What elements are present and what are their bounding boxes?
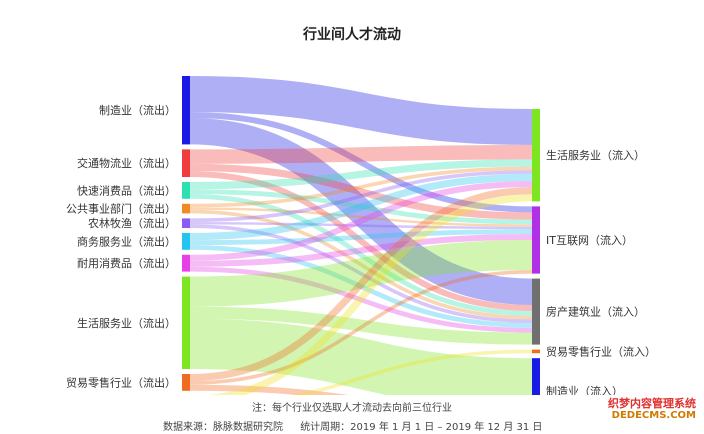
- watermark-line-1: 织梦内容管理系统: [608, 397, 696, 410]
- flow-agri-to-it: [189, 222, 533, 230]
- source-node-trans: [182, 149, 190, 177]
- flow-trans-to-estate: [189, 171, 533, 311]
- source-node-life: [182, 276, 190, 369]
- flow-agri-to-estate: [189, 224, 533, 323]
- flow-fmcg-to-it: [189, 189, 533, 225]
- source-label-trans: 交通物流业（流出）: [77, 156, 176, 170]
- source-node-biz: [182, 233, 190, 250]
- sankey-links: [189, 76, 533, 395]
- flow-fmcg-to-estate: [189, 194, 533, 316]
- source-label-mfg: 制造业（流出）: [99, 103, 176, 117]
- footnote: 注：每个行业仅选取人才流动去向前三位行业: [252, 403, 452, 414]
- target-label-life: 生活服务业（流入）: [546, 148, 645, 162]
- source-line: 数据来源：脉脉数据研究院 统计周期：2019 年 1 月 1 日 – 2019 …: [163, 418, 556, 433]
- data-source: 数据来源：脉脉数据研究院: [163, 422, 283, 433]
- flow-life-to-it: [189, 240, 533, 307]
- source-label-retail: 贸易零售行业（流出）: [66, 375, 176, 389]
- target-node-life: [532, 109, 540, 202]
- flow-biz-to-it: [189, 229, 533, 245]
- flow-energy-to-retail: [289, 349, 533, 395]
- flow-mfg-to-life: [189, 76, 533, 145]
- flow-mfg-to-estate: [189, 118, 533, 305]
- source-label-agri: 农林牧渔（流出）: [88, 216, 176, 230]
- flow-trans-to-it: [189, 163, 533, 220]
- flow-energy-to-life: [206, 194, 533, 395]
- flow-durable-to-it: [189, 234, 533, 267]
- source-node-public: [182, 203, 190, 214]
- source-node-durable: [182, 254, 190, 272]
- flow-fmcg-to-life: [189, 159, 533, 190]
- flow-public-to-it: [189, 207, 533, 227]
- chart-title: 行业间人才流动: [303, 27, 401, 43]
- flow-life-to-mfg: [189, 318, 533, 395]
- flow-public-to-life: [189, 166, 533, 208]
- target-label-mfg: 制造业（流入）: [546, 384, 623, 395]
- source-node-fmcg: [182, 182, 190, 199]
- flow-life-to-estate: [189, 306, 533, 345]
- target-node-estate: [532, 278, 540, 345]
- flow-trans-to-life: [189, 145, 533, 164]
- flow-durable-to-life: [189, 181, 533, 261]
- target-label-retail: 贸易零售行业（流入）: [546, 344, 656, 358]
- watermark-line-2: DEDECMS.COM: [611, 410, 696, 421]
- target-node-mfg: [532, 358, 540, 395]
- target-label-it: IT互联网（流入）: [546, 233, 633, 247]
- flow-agri-to-life: [189, 170, 533, 222]
- source-label-durable: 耐用消费品（流出）: [77, 256, 176, 270]
- sankey-nodes: [182, 76, 540, 395]
- target-node-retail: [532, 349, 540, 354]
- source-label-life: 生活服务业（流出）: [77, 316, 176, 330]
- flow-biz-to-life: [189, 173, 533, 241]
- flow-retail-to-mfg: [189, 384, 349, 395]
- flow-mfg-to-it: [189, 112, 533, 213]
- source-node-agri: [182, 218, 190, 228]
- flow-public-to-estate: [189, 209, 533, 320]
- sankey-labels: 制造业（流出） 交通物流业（流出） 快速消费品（流出） 公共事业部门（流出）农林牧渔（…: [66, 103, 656, 395]
- stat-period: 统计周期：2019 年 1 月 1 日 – 2019 年 12 月 31 日: [300, 422, 543, 433]
- sankey-chart: 制造业（流出） 交通物流业（流出） 快速消费品（流出） 公共事业部门（流出）农林牧渔（…: [66, 76, 656, 395]
- flow-biz-to-estate: [189, 245, 533, 328]
- source-node-mfg: [182, 76, 190, 145]
- target-label-estate: 房产建筑业（流入）: [546, 305, 645, 319]
- flow-retail-to-life: [189, 187, 533, 382]
- source-label-public: 公共事业部门（流出）: [66, 202, 176, 216]
- flow-durable-to-estate: [189, 266, 533, 333]
- target-node-it: [532, 206, 540, 274]
- flow-retail-to-it: [189, 270, 533, 385]
- source-label-biz: 商务服务业（流出）: [77, 234, 176, 248]
- watermark: 织梦内容管理系统 DEDECMS.COM: [608, 398, 696, 422]
- source-label-fmcg: 快速消费品（流出）: [77, 183, 176, 197]
- source-node-retail: [182, 374, 190, 391]
